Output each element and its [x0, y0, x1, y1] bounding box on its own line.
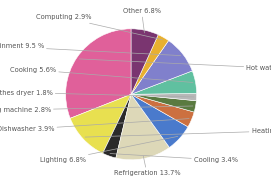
Wedge shape — [131, 94, 196, 112]
Wedge shape — [131, 93, 197, 101]
Wedge shape — [131, 94, 194, 127]
Wedge shape — [131, 94, 188, 147]
Wedge shape — [116, 94, 169, 160]
Wedge shape — [131, 41, 192, 94]
Text: Cooling 3.4%: Cooling 3.4% — [110, 153, 238, 163]
Wedge shape — [131, 29, 158, 94]
Text: Cooking 5.6%: Cooking 5.6% — [10, 67, 193, 82]
Text: Computing 2.9%: Computing 2.9% — [36, 15, 162, 40]
Text: Dishwasher 3.9%: Dishwasher 3.9% — [0, 119, 189, 132]
Wedge shape — [70, 94, 131, 153]
Wedge shape — [131, 71, 197, 94]
Text: Heating 11.9%: Heating 11.9% — [85, 128, 271, 137]
Text: TV & entertainment 9.5 %: TV & entertainment 9.5 % — [0, 43, 181, 56]
Wedge shape — [103, 94, 131, 158]
Text: Refrigeration 13.7%: Refrigeration 13.7% — [114, 156, 180, 176]
Wedge shape — [131, 35, 169, 94]
Text: Other 6.8%: Other 6.8% — [122, 8, 161, 33]
Text: Clothes dryer 1.8%: Clothes dryer 1.8% — [0, 90, 194, 97]
Text: Lighting 6.8%: Lighting 6.8% — [40, 136, 178, 163]
Wedge shape — [66, 29, 131, 118]
Text: Hot water 31.0%: Hot water 31.0% — [79, 59, 271, 71]
Text: Washing machine 2.8%: Washing machine 2.8% — [0, 106, 193, 113]
